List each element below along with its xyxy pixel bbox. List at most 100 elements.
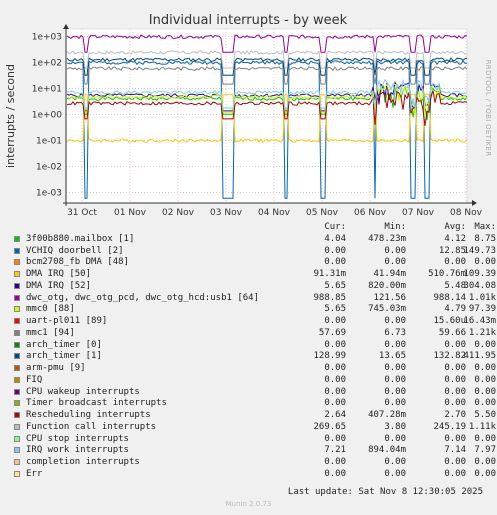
x-tick-label: 02 Nov <box>162 208 195 218</box>
legend-max: 0.00 <box>474 457 496 467</box>
legend-cur: 0.00 <box>324 316 346 326</box>
legend-label: CPU stop interrupts <box>26 433 129 444</box>
legend-max: 0.00 <box>474 468 496 479</box>
legend-swatch <box>14 247 20 254</box>
legend-avg: 0.00 <box>444 398 466 409</box>
legend-min: 121.56 <box>373 292 406 303</box>
legend-cur: 0.00 <box>324 257 346 268</box>
x-ticks: 31 Oct 01 Nov 02 Nov 03 Nov 04 Nov 05 Nov 06 N… <box>67 208 483 218</box>
legend-swatch <box>14 318 20 324</box>
legend-min: 0.00 <box>384 316 406 326</box>
legend-min: 0.00 <box>384 398 406 409</box>
legend-row: FIQ 0.00 0.00 0.00 0.00 <box>14 374 496 387</box>
legend-label: bcm2708_fb DMA [48] <box>26 257 129 268</box>
legend-label: Function call interrupts <box>26 421 157 432</box>
x-tick-label: 05 Nov <box>306 208 339 218</box>
legend-row: arm-pmu [9] 0.00 0.00 0.00 0.00 <box>14 363 496 375</box>
legend-swatch <box>14 388 20 395</box>
legend-min: 6.73 <box>384 327 406 338</box>
legend-max: 0.00 <box>474 339 496 350</box>
legend-max: 0.00 <box>474 374 496 385</box>
legend-swatch <box>14 353 20 360</box>
legend-max: 97.39 <box>468 304 496 315</box>
last-update: Last update: Sat Nov 8 12:30:05 2025 <box>287 487 483 497</box>
legend-swatch <box>14 447 20 454</box>
legend-avg: 0.00 <box>444 257 466 268</box>
header-max: Max: <box>474 222 496 232</box>
legend-label: uart-pl011 [89] <box>26 316 108 326</box>
legend-cur: 0.00 <box>324 386 346 397</box>
legend-swatch <box>14 235 20 242</box>
legend-cur: 7.21 <box>324 445 346 456</box>
rrdtool-credit: RRDTOOL / TOBI OETIKER <box>484 60 492 157</box>
y-ticks: 1e+03 1e+02 1e+01 1e+00 1e-01 1e-02 1e-03 <box>32 33 63 199</box>
legend-swatch <box>14 459 20 465</box>
legend-avg: 988.14 <box>433 292 466 303</box>
legend-avg: 0.00 <box>444 374 466 385</box>
legend-max: 0.00 <box>474 386 496 397</box>
legend-max: 1.11k <box>468 421 496 432</box>
legend-min: 0.00 <box>384 339 406 350</box>
series-line <box>66 60 468 199</box>
legend-max: 0.00 <box>474 257 496 268</box>
legend-swatch <box>14 306 20 313</box>
legend-avg: 12.85 <box>438 245 466 256</box>
y-tick-label: 1e-02 <box>36 163 62 173</box>
series-line <box>66 84 468 121</box>
legend-avg: 0.00 <box>444 386 466 397</box>
legend-row: completion interrupts 0.00 0.00 0.00 0.00 <box>14 457 496 469</box>
legend-row: dwc_otg, dwc_otg_pcd, dwc_otg_hcd:usb1 [… <box>14 292 496 305</box>
grid <box>66 29 467 203</box>
legend-max: 0.00 <box>474 398 496 409</box>
legend-avg: 15.60u <box>433 316 466 326</box>
legend-row: Timer broadcast interrupts 0.00 0.00 0.00 0.… <box>14 398 496 410</box>
legend-cur: 988.85 <box>313 292 346 303</box>
legend-label: FIQ <box>26 374 43 385</box>
series-line <box>66 83 468 114</box>
legend-row: mmc0 [88] 5.65 745.03m 4.79 97.39 <box>14 304 496 316</box>
legend-max: 7.97 <box>474 445 496 456</box>
legend-cur: 0.00 <box>324 433 346 444</box>
x-tick-label: 07 Nov <box>402 208 435 218</box>
legend-row: IRQ work interrupts 7.21 894.04m 7.14 7.97 <box>14 445 496 457</box>
y-tick-label: 1e-03 <box>36 189 62 199</box>
legend-max: 0.00 <box>474 433 496 444</box>
legend-row: mmc1 [94] 57.69 6.73 59.66 1.21k <box>14 327 496 340</box>
series-line <box>66 49 468 69</box>
series-line <box>66 78 468 110</box>
legend-cur: 0.00 <box>324 245 346 256</box>
legend-label: arm-pmu [9] <box>26 363 86 373</box>
legend-min: 3.80 <box>384 421 406 432</box>
y-axis-label: interrupts / second <box>4 64 17 168</box>
legend-label: dwc_otg, dwc_otg_pcd, dwc_otg_hcd:usb1 [… <box>26 292 259 303</box>
x-tick-label: 31 Oct <box>67 208 97 218</box>
legend-swatch <box>14 329 20 336</box>
legend-cur: 0.00 <box>324 398 346 409</box>
legend-label: Rescheduling interrupts <box>26 410 151 420</box>
legend-avg: 4.12 <box>444 233 466 244</box>
legend-min: 0.00 <box>384 245 406 256</box>
legend-max: 1.21k <box>468 327 496 338</box>
legend-label: completion interrupts <box>26 457 140 467</box>
x-tick-label: 04 Nov <box>258 208 291 218</box>
legend-min: 0.00 <box>384 374 406 385</box>
legend-swatch <box>14 271 20 277</box>
x-tick-label: 01 Nov <box>114 208 147 218</box>
legend-label: mmc0 [88] <box>26 304 75 315</box>
legend-avg: 0.00 <box>444 433 466 444</box>
legend-swatch <box>14 341 20 348</box>
legend-label: IRQ work interrupts <box>26 445 129 456</box>
x-tick-label: 03 Nov <box>210 208 243 218</box>
chart-area: Individual interrupts - by week interrup… <box>4 13 492 218</box>
legend-row: DMA IRQ [52] 5.65 820.00m 5.48 304.08 <box>14 280 496 293</box>
legend-row: Rescheduling interrupts 2.64 407.28m 2.70 5.… <box>14 410 496 422</box>
legend-min: 745.03m <box>368 304 406 315</box>
y-tick-label: 1e+01 <box>32 85 62 95</box>
legend-cur: 5.65 <box>324 280 346 291</box>
legend-row: arch_timer [0] 0.00 0.00 0.00 0.00 <box>14 339 496 352</box>
legend-avg: 59.66 <box>438 327 466 338</box>
legend-cur: 5.65 <box>324 304 346 315</box>
legend: Cur: Min: Avg: Max: 3f00b880.mailbox [1]… <box>14 222 496 481</box>
legend-cur: 91.31m <box>313 269 346 279</box>
y-tick-label: 1e+00 <box>32 111 63 121</box>
